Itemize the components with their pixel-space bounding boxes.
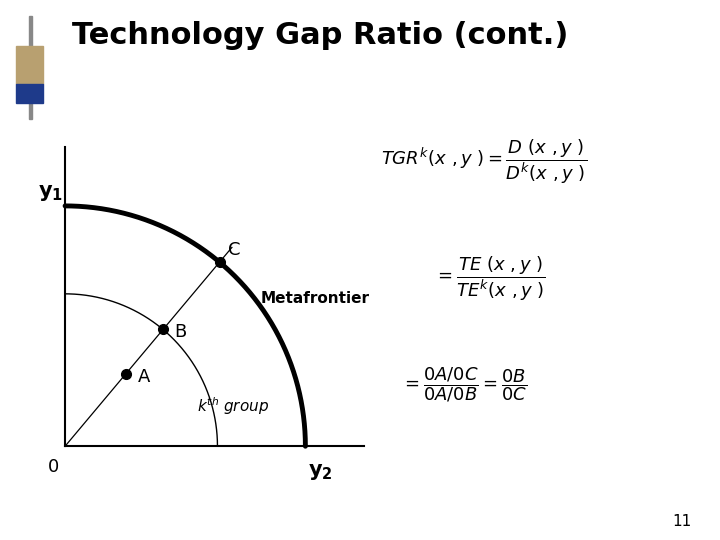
Text: $\mathbf{y_2}$: $\mathbf{y_2}$ — [307, 462, 333, 482]
Text: Metafrontier: Metafrontier — [261, 291, 369, 306]
Text: B: B — [175, 323, 187, 341]
Text: $\mathit{=\dfrac{TE\ (x\ ,y\ )}{TE^{k}(x\ ,y\ )}}$: $\mathit{=\dfrac{TE\ (x\ ,y\ )}{TE^{k}(x… — [434, 255, 546, 303]
Text: $k^{th}$ group: $k^{th}$ group — [197, 395, 269, 417]
Text: $\mathbf{y_1}$: $\mathbf{y_1}$ — [38, 183, 63, 203]
Text: Technology Gap Ratio (cont.): Technology Gap Ratio (cont.) — [72, 21, 568, 50]
Text: $\mathit{=\dfrac{0A/0C}{0A/0B}=\dfrac{0B}{0C}}$: $\mathit{=\dfrac{0A/0C}{0A/0B}=\dfrac{0B… — [401, 365, 527, 404]
Text: $\mathit{TGR}^{k}\mathit{(x\ ,y\ )=\dfrac{D\ (x\ ,y\ )}{D^{k}(x\ ,y\ )}}$: $\mathit{TGR}^{k}\mathit{(x\ ,y\ )=\dfra… — [381, 137, 587, 186]
Text: C: C — [228, 241, 240, 259]
Text: 0: 0 — [48, 458, 59, 476]
Text: A: A — [138, 368, 150, 386]
Text: 11: 11 — [672, 514, 691, 529]
